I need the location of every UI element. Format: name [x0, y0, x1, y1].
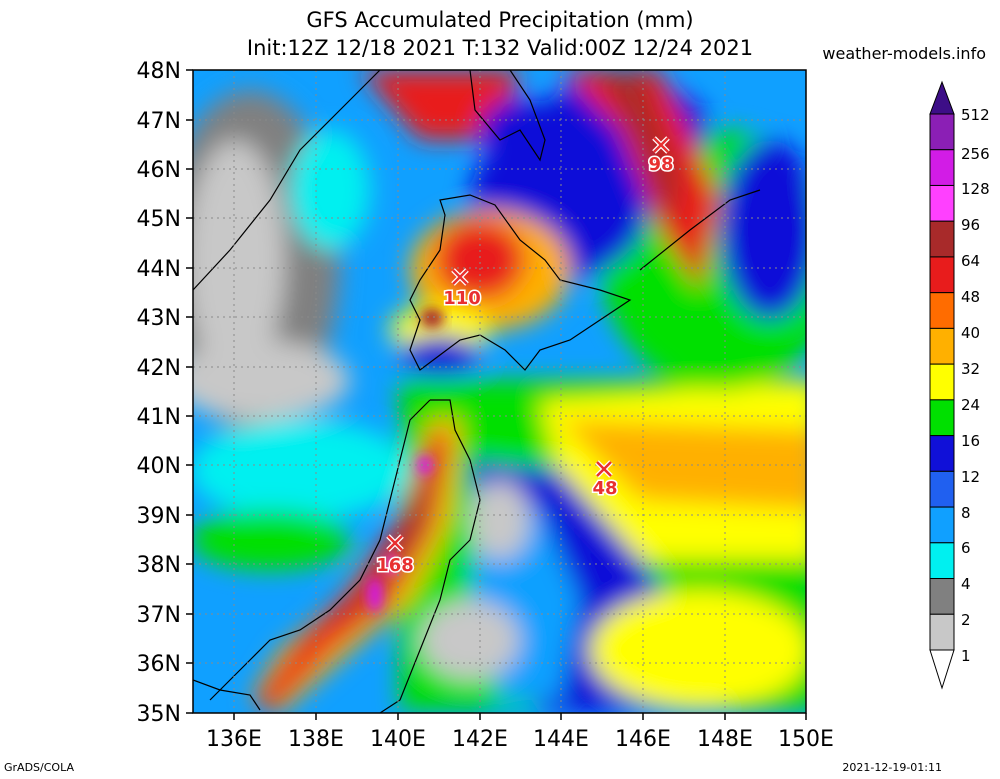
colorbar-label: 6 [961, 539, 971, 557]
colorbar-box [929, 506, 955, 544]
lon-label: 144E [533, 727, 589, 752]
colorbar-labels: 512 256 128 96 64 48 40 32 24 16 12 8 6 … [961, 106, 990, 665]
colorbar-boxes [929, 113, 955, 651]
marker-value: 168 [376, 555, 414, 576]
colorbar-label: 32 [961, 360, 980, 378]
max-markers: 98 110 48 168 [375, 136, 675, 578]
colorbar-box [929, 363, 955, 401]
grid-lines [193, 70, 806, 713]
colorbar-label: 24 [961, 396, 980, 414]
lon-label: 148E [697, 727, 753, 752]
colorbar-label: 1 [961, 647, 971, 665]
map-title: GFS Accumulated Precipitation (mm) [306, 8, 694, 32]
marker-value: 110 [443, 288, 481, 309]
lat-label: 35N [137, 702, 181, 727]
colorbar-box [929, 613, 955, 651]
lon-label: 140E [370, 727, 426, 752]
map-subtitle: Init:12Z 12/18 2021 T:132 Valid:00Z 12/2… [246, 36, 754, 60]
lat-label: 38N [137, 553, 181, 578]
colorbar-label: 64 [961, 252, 980, 270]
colorbar: 512 256 128 96 64 48 40 32 24 16 12 8 6 … [929, 80, 990, 690]
axis-ticks [186, 69, 807, 720]
colorbar-label: 16 [961, 432, 980, 450]
colorbar-label: 128 [961, 180, 990, 198]
marker-98: 98 [647, 136, 675, 177]
colorbar-label: 8 [961, 504, 971, 522]
timestamp: 2021-12-19-01:11 [842, 761, 942, 774]
colorbar-box [929, 435, 955, 472]
lat-label: 36N [137, 652, 181, 677]
latitude-labels: 48N 47N 46N 45N 44N 43N 42N 41N 40N 39N … [137, 59, 181, 727]
colorbar-label: 12 [961, 468, 980, 486]
colorbar-label: 2 [961, 611, 971, 629]
colorbar-top-arrow [929, 80, 955, 115]
lat-label: 39N [137, 504, 181, 529]
longitude-labels: 136E 138E 140E 142E 144E 146E 148E 150E [206, 727, 834, 752]
colorbar-label: 4 [961, 575, 971, 593]
colorbar-box [929, 149, 955, 186]
colorbar-box [929, 470, 955, 508]
lat-label: 48N [137, 59, 181, 84]
map-frame [192, 69, 807, 714]
marker-110: 110 [442, 268, 482, 311]
lat-label: 43N [137, 306, 181, 331]
lat-label: 44N [137, 257, 181, 282]
precip-field [193, 70, 806, 713]
lon-label: 138E [288, 727, 344, 752]
lat-label: 45N [137, 207, 181, 232]
colorbar-label: 48 [961, 288, 980, 306]
lat-label: 40N [137, 454, 181, 479]
lat-label: 47N [137, 109, 181, 134]
coastlines [193, 70, 761, 713]
lon-label: 150E [778, 727, 834, 752]
colorbar-label: 256 [961, 145, 990, 163]
colorbar-box [929, 292, 955, 329]
colorbar-box [929, 256, 955, 294]
marker-value: 98 [648, 154, 673, 175]
colorbar-label: 512 [961, 106, 990, 124]
lat-label: 46N [137, 158, 181, 183]
colorbar-box [929, 113, 955, 151]
lat-label: 42N [137, 356, 181, 381]
colorbar-box [929, 399, 955, 437]
colorbar-box [929, 578, 955, 615]
lat-label: 37N [137, 603, 181, 628]
colorbar-bottom-arrow [929, 649, 955, 690]
colorbar-label: 40 [961, 324, 980, 342]
lon-label: 146E [615, 727, 671, 752]
colorbar-box [929, 542, 955, 580]
source-label: weather-models.info [822, 44, 986, 63]
colorbar-label: 96 [961, 216, 980, 234]
marker-value: 48 [592, 478, 617, 499]
grads-credit: GrADS/COLA [4, 761, 74, 774]
colorbar-box [929, 220, 955, 258]
colorbar-box [929, 327, 955, 365]
marker-168: 168 [375, 534, 415, 578]
marker-48: 48 [591, 460, 619, 501]
lon-label: 142E [452, 727, 508, 752]
lat-label: 41N [137, 405, 181, 430]
lon-label: 136E [206, 727, 262, 752]
colorbar-box [929, 184, 955, 222]
